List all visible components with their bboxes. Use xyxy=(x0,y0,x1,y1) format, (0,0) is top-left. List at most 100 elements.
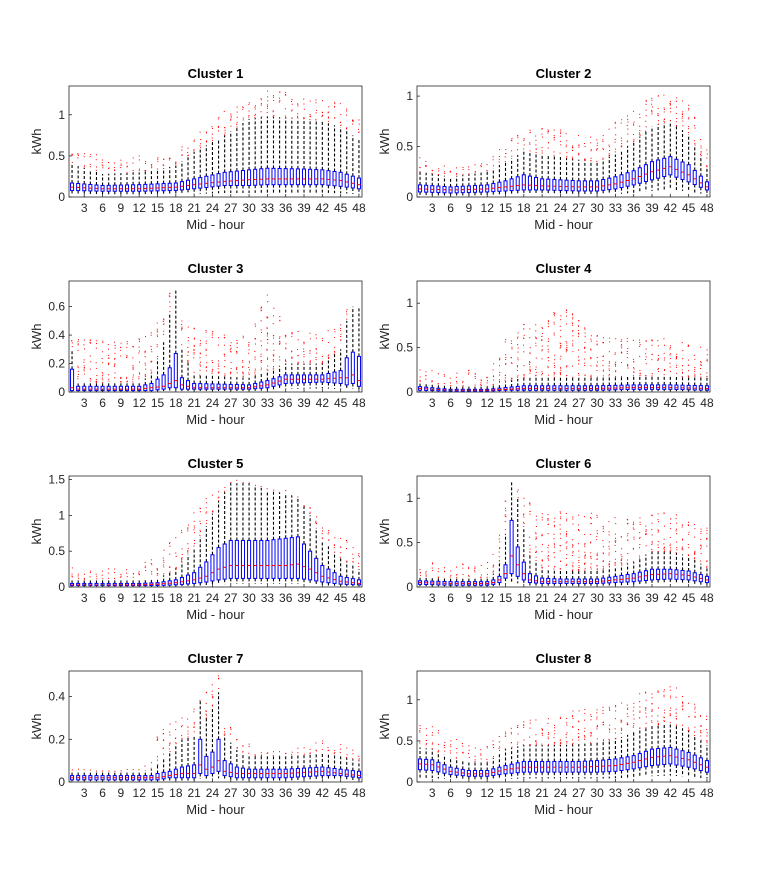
outlier-point xyxy=(468,745,470,747)
outlier-point xyxy=(437,576,439,578)
outlier-point xyxy=(260,307,262,309)
outlier-point xyxy=(602,141,604,143)
outlier-point xyxy=(358,553,360,555)
outlier-point xyxy=(255,343,257,345)
outlier-point xyxy=(510,139,512,141)
box-hour-11 xyxy=(479,163,484,196)
outlier-point xyxy=(651,693,653,695)
outlier-point xyxy=(260,111,262,113)
box-hour-34 xyxy=(271,751,276,781)
outlier-point xyxy=(571,743,573,745)
outlier-point xyxy=(126,380,128,382)
outlier-point xyxy=(193,543,195,545)
outlier-point xyxy=(120,355,122,357)
outlier-point xyxy=(706,375,708,377)
outlier-point xyxy=(321,337,323,339)
outlier-point xyxy=(260,367,262,369)
outlier-point xyxy=(236,106,238,108)
outlier-point xyxy=(620,720,622,722)
outlier-point xyxy=(175,552,177,554)
outlier-point xyxy=(437,749,439,751)
outlier-point xyxy=(645,525,647,527)
outlier-point xyxy=(205,691,207,693)
outlier-point xyxy=(150,372,152,374)
x-tick-label: 27 xyxy=(224,201,238,215)
outlier-point xyxy=(553,362,555,364)
box-hour-26 xyxy=(570,710,575,779)
outlier-point xyxy=(156,569,158,571)
iqr-box xyxy=(540,577,545,584)
outlier-point xyxy=(590,556,592,558)
outlier-point xyxy=(675,708,677,710)
outlier-point xyxy=(675,528,677,530)
iqr-box xyxy=(204,383,209,390)
outlier-point xyxy=(230,118,232,120)
box-hour-1 xyxy=(418,157,423,196)
y-tick-label: 0 xyxy=(58,190,65,204)
iqr-box xyxy=(289,537,294,579)
outlier-point xyxy=(547,345,549,347)
outlier-point xyxy=(169,292,171,294)
box-hour-28 xyxy=(234,339,239,392)
outlier-point xyxy=(535,719,537,721)
box-hour-8 xyxy=(112,341,117,392)
outlier-point xyxy=(260,329,262,331)
outlier-point xyxy=(346,754,348,756)
outlier-point xyxy=(217,125,219,127)
outlier-point xyxy=(77,373,79,375)
chart-cluster-5: Cluster 53 6 9 12 15 18 21 24 27 30 33 36 39 42 45 4800… xyxy=(29,456,366,622)
box-hour-33 xyxy=(265,488,270,584)
outlier-point xyxy=(456,752,458,754)
outlier-point xyxy=(285,347,287,349)
box-hour-17 xyxy=(167,292,172,391)
outlier-point xyxy=(694,116,696,118)
outlier-point xyxy=(77,340,79,342)
outlier-point xyxy=(309,513,311,515)
outlier-point xyxy=(590,374,592,376)
outlier-point xyxy=(303,103,305,105)
iqr-box xyxy=(497,181,502,192)
outlier-point xyxy=(609,731,611,733)
outlier-point xyxy=(535,740,537,742)
outlier-point xyxy=(493,747,495,749)
outlier-point xyxy=(492,383,494,385)
outlier-point xyxy=(297,103,299,105)
outlier-point xyxy=(315,112,317,114)
outlier-point xyxy=(150,348,152,350)
outlier-point xyxy=(224,733,226,735)
outlier-point xyxy=(297,361,299,363)
box-hour-46 xyxy=(344,540,349,587)
box-hour-5 xyxy=(94,573,99,587)
iqr-box xyxy=(356,177,361,190)
outlier-point xyxy=(609,560,611,562)
outlier-point xyxy=(626,562,628,564)
outlier-point xyxy=(547,738,549,740)
box-hour-27 xyxy=(228,726,233,781)
outlier-point xyxy=(560,516,562,518)
outlier-point xyxy=(499,534,501,536)
outlier-point xyxy=(517,336,519,338)
outlier-point xyxy=(529,353,531,355)
iqr-box xyxy=(582,180,587,192)
box-hour-35 xyxy=(625,704,630,778)
iqr-box xyxy=(118,184,123,192)
outlier-point xyxy=(150,767,152,769)
outlier-point xyxy=(272,115,274,117)
outlier-point xyxy=(553,568,555,570)
iqr-box xyxy=(228,171,233,186)
outlier-point xyxy=(272,323,274,325)
outlier-point xyxy=(608,146,610,148)
box-hour-42 xyxy=(668,518,673,585)
outlier-point xyxy=(541,358,543,360)
outlier-point xyxy=(706,372,708,374)
outlier-point xyxy=(248,352,250,354)
outlier-point xyxy=(260,345,262,347)
outlier-point xyxy=(260,369,262,371)
iqr-box xyxy=(601,179,606,191)
x-tick-label: 30 xyxy=(242,396,256,410)
outlier-point xyxy=(205,702,207,704)
x-tick-label: 36 xyxy=(279,201,293,215)
y-tick-label: 0 xyxy=(406,775,413,789)
outlier-point xyxy=(566,365,568,367)
outlier-point xyxy=(139,350,141,352)
